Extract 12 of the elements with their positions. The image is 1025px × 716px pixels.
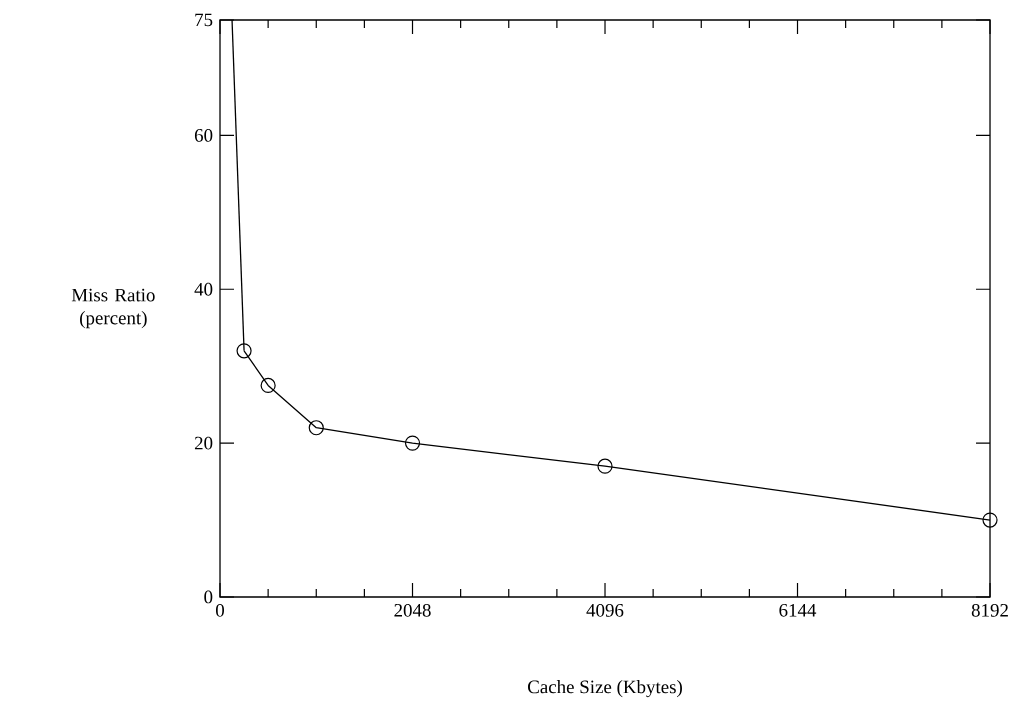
y-tick-label: 75 xyxy=(195,13,213,27)
y-tick-label: 20 xyxy=(194,436,213,450)
x-tick-label: 8192 xyxy=(971,603,1008,617)
y-tick-label: 60 xyxy=(194,129,213,142)
x-tick-label: 0 xyxy=(216,603,225,617)
y-axis-title: Miss Ratio (percent) xyxy=(71,288,155,329)
y-tick-label: 40 xyxy=(194,282,213,296)
y-tick-label: 0 xyxy=(204,590,213,604)
x-tick-label: 6144 xyxy=(779,603,817,617)
x-axis-title: Cache Size (Kbytes) xyxy=(528,679,682,698)
x-tick-label: 2048 xyxy=(394,603,431,617)
x-tick-label: 4096 xyxy=(586,603,624,617)
